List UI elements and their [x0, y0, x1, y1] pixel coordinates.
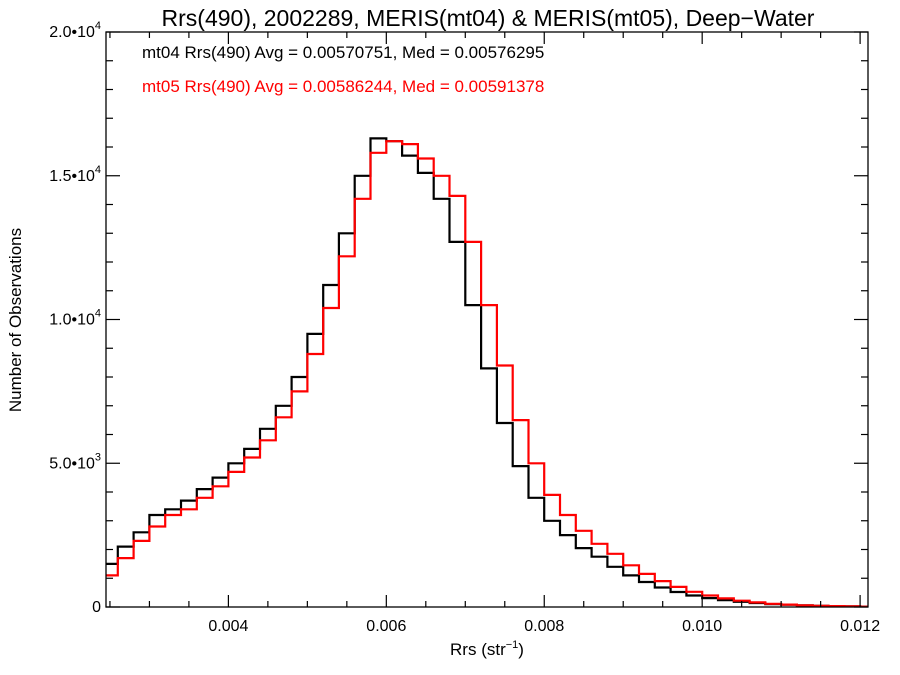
x-tick-label: 0.008 — [524, 618, 564, 635]
x-axis-label-close: ) — [518, 640, 524, 659]
x-axis: 0.004 0.006 0.008 0.010 0.012 — [109, 32, 880, 635]
legend-entry-mt05: mt05 Rrs(490) Avg = 0.00586244, Med = 0.… — [142, 77, 544, 96]
y-axis: 0 5.0•103 1.0•104 1.5•104 2.0•104 — [49, 20, 868, 616]
x-axis-label-superscript: −1 — [506, 639, 519, 651]
x-axis-label-text: Rrs (str — [450, 640, 506, 659]
x-tick-label: 0.004 — [208, 618, 248, 635]
x-axis-label: Rrs (str−1) — [450, 639, 524, 659]
y-tick-label: 1.0•104 — [49, 308, 101, 329]
y-tick-label: 2.0•104 — [49, 20, 101, 41]
series-line-mt05 — [106, 140, 868, 607]
y-tick-label: 5.0•103 — [49, 451, 101, 472]
plot-frame — [105, 31, 869, 608]
chart-title: Rrs(490), 2002289, MERIS(mt04) & MERIS(m… — [162, 5, 815, 31]
legend-entry-mt04: mt04 Rrs(490) Avg = 0.00570751, Med = 0.… — [142, 43, 544, 62]
x-tick-label: 0.006 — [366, 618, 406, 635]
x-tick-label: 0.010 — [682, 618, 722, 635]
x-tick-label: 0.012 — [840, 618, 880, 635]
series-layer — [106, 137, 868, 607]
y-tick-label: 0 — [92, 599, 101, 616]
y-tick-label: 1.5•104 — [49, 164, 101, 185]
series-line-mt04 — [106, 137, 868, 607]
y-axis-label: Number of Observations — [6, 228, 25, 412]
